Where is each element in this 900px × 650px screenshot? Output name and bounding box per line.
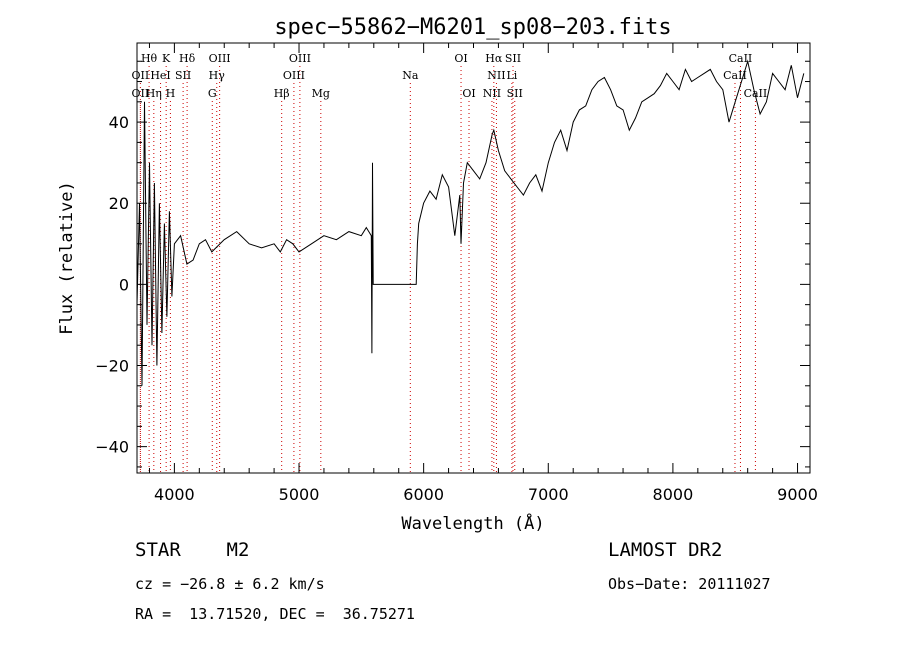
spectral-line-label: Hη (146, 87, 162, 100)
y-axis-label: Flux (relative) (57, 181, 77, 335)
x-tick-label: 9000 (777, 485, 818, 504)
spectral-line-label: H (166, 87, 176, 100)
spectral-line-label: OIII (209, 52, 231, 65)
y-tick-label: 20 (109, 194, 129, 213)
spectral-line-label: SII (175, 69, 191, 82)
x-tick-label: 5000 (279, 485, 320, 504)
spectral-line-label: CaII (723, 69, 747, 82)
spectral-line-label: SII (505, 52, 521, 65)
y-tick-label: −20 (95, 357, 129, 376)
spectral-line-label: G (208, 87, 217, 100)
spectral-line-label: CaII (729, 52, 753, 65)
y-tick-label: 40 (109, 113, 129, 132)
spectral-line-label: Hγ (209, 69, 226, 82)
spectral-line-label: K (162, 52, 171, 65)
spectral-line-label: OI (462, 87, 475, 100)
x-tick-label: 6000 (403, 485, 444, 504)
spectral-line-label: HeI (150, 69, 170, 82)
spectral-line-label: Hα (485, 52, 503, 65)
spectral-line-label: SII (507, 87, 523, 100)
redshift-velocity: cz = −26.8 ± 6.2 km/s (135, 575, 325, 593)
spectral-line-label: Hθ (141, 52, 158, 65)
spectral-line-label: OII (132, 87, 150, 100)
axis-ticks (137, 43, 810, 473)
spectral-line-label: Li (506, 69, 517, 82)
spectral-line-label: Na (402, 69, 419, 82)
chart-title: spec−55862−M6201_sp08−203.fits (274, 15, 671, 40)
survey-name: LAMOST DR2 (608, 539, 723, 561)
object-class: STAR M2 (135, 539, 250, 561)
spectral-line-label: NII (487, 69, 505, 82)
spectral-line-label: Hδ (179, 52, 196, 65)
spectral-line-label: Hβ (274, 87, 290, 100)
x-tick-label: 7000 (528, 485, 569, 504)
x-tick-labels: 4000 5000 6000 7000 8000 9000 (154, 485, 818, 504)
spectral-line-label: OI (454, 52, 467, 65)
coordinates: RA = 13.71520, DEC = 36.75271 (135, 605, 415, 623)
x-tick-label: 8000 (653, 485, 694, 504)
observation-date: Obs−Date: 20111027 (608, 575, 771, 593)
y-tick-labels: −40 −20 0 20 40 (95, 113, 129, 457)
x-tick-label: 4000 (154, 485, 195, 504)
spectral-line-label: OIII (289, 52, 311, 65)
spectrum-line (136, 59, 805, 386)
spectral-line-markers (139, 66, 756, 473)
spectral-line-label: NII (483, 87, 501, 100)
spectral-line-label: OIII (283, 69, 305, 82)
plot-frame (136, 42, 811, 474)
y-tick-label: 0 (119, 275, 129, 294)
x-axis-label: Wavelength (Å) (401, 512, 544, 534)
spectral-line-label: CaII (744, 87, 768, 100)
y-tick-label: −40 (95, 438, 129, 457)
spectral-line-label: Mg (312, 87, 330, 100)
spectral-line-label: OII (132, 69, 150, 82)
